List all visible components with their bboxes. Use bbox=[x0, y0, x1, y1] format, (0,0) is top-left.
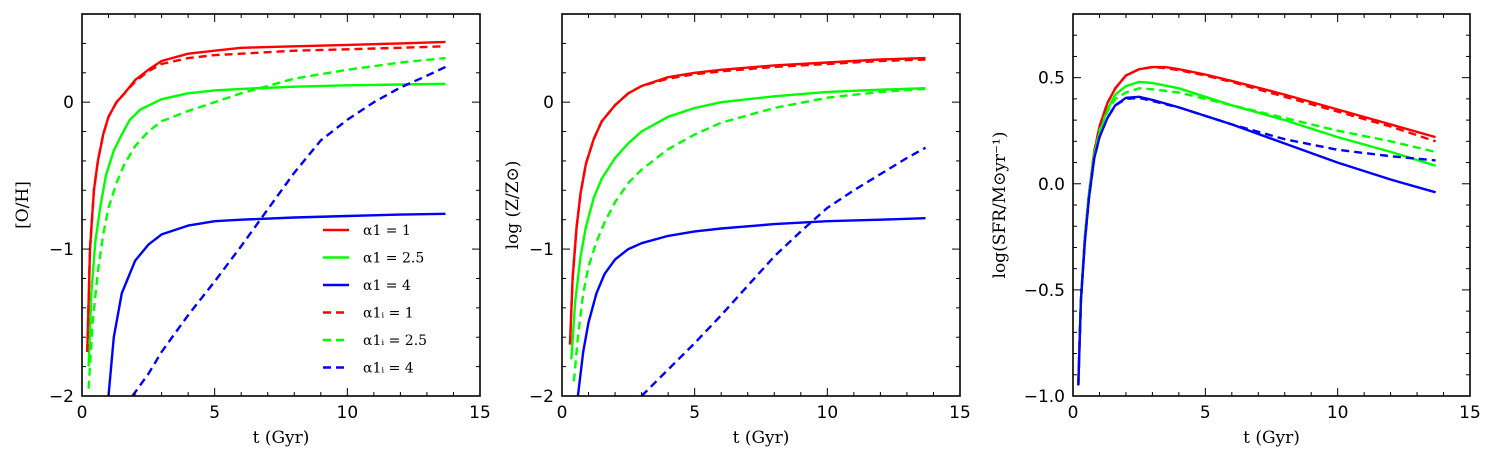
series-line-red-dashed bbox=[86, 45, 446, 352]
legend-label: α1ᵢ = 1 bbox=[363, 306, 414, 322]
x-tick-label: 0 bbox=[77, 403, 88, 423]
legend-label: α1 = 4 bbox=[363, 278, 411, 294]
x-tick-label: 5 bbox=[1200, 403, 1211, 423]
y-axis-label: log (Z/Z⊙) bbox=[503, 161, 523, 250]
x-tick-label: 5 bbox=[689, 403, 700, 423]
x-tick-label: 0 bbox=[557, 403, 568, 423]
y-tick-label: −1.0 bbox=[1024, 387, 1065, 407]
y-tick-label: −0.5 bbox=[1024, 281, 1065, 301]
y-tick-label: 0 bbox=[543, 93, 554, 113]
x-tick-label: 15 bbox=[1459, 403, 1481, 423]
series-line-blue-solid bbox=[576, 217, 926, 396]
series-line-blue-dashed bbox=[1077, 96, 1436, 386]
series-line-blue-dashed bbox=[640, 146, 927, 396]
series-line-green-dashed bbox=[572, 87, 926, 382]
series-line-green-solid bbox=[570, 87, 926, 360]
series-line-green-solid bbox=[87, 82, 446, 367]
panel-1: 0 5 10 15−2−10t (Gyr)[O/H]α1 = 1α1 = 2.5α1 … bbox=[13, 13, 491, 448]
y-tick-label: −1 bbox=[529, 240, 554, 260]
x-tick-label: 10 bbox=[1327, 403, 1349, 423]
x-tick-label: 15 bbox=[949, 403, 971, 423]
x-tick-label: 10 bbox=[337, 403, 359, 423]
series-line-red-dashed bbox=[568, 58, 926, 345]
legend-label: α1ᵢ = 4 bbox=[363, 361, 414, 377]
y-tick-label: 0 bbox=[63, 93, 74, 113]
x-axis-label: t (Gyr) bbox=[1243, 428, 1300, 448]
plot-frame bbox=[81, 13, 481, 397]
legend-label: α1 = 2.5 bbox=[363, 251, 424, 267]
legend-label: α1ᵢ = 2.5 bbox=[363, 333, 427, 349]
y-tick-label: −2 bbox=[49, 387, 74, 407]
y-axis-label: [O/H] bbox=[13, 181, 33, 229]
series-line-green-solid bbox=[1077, 80, 1436, 386]
series-line-red-solid bbox=[568, 56, 926, 345]
panel-2: 0 5 10 15 −2 −1 0 t (Gyr) log (Z/Z⊙) bbox=[503, 13, 971, 448]
series-line-red-dashed bbox=[1077, 65, 1436, 386]
series-line-green-dashed bbox=[87, 56, 446, 389]
x-tick-label: 10 bbox=[817, 403, 839, 423]
series-line-red-solid bbox=[1077, 65, 1436, 386]
x-tick-label: 15 bbox=[469, 403, 491, 423]
series-group bbox=[568, 56, 927, 396]
y-tick-label: −1 bbox=[49, 240, 74, 260]
x-axis-label: t (Gyr) bbox=[253, 428, 310, 448]
x-tick-label: 0 bbox=[1068, 403, 1079, 423]
series-line-blue-solid bbox=[107, 212, 446, 396]
x-axis-label: t (Gyr) bbox=[733, 428, 790, 448]
y-axis-label: log(SFR/M⊙yr⁻¹) bbox=[990, 132, 1010, 279]
series-line-blue-dashed bbox=[131, 65, 447, 396]
panel-3: 0 5 10 15 −1.0 −0.5 0.0 0.5 t (Gyr) log(SFR/M⊙yr⁻… bbox=[990, 13, 1481, 448]
legend: α1 = 1 α1 = 2.5 α1 = 4 α1ᵢ = 1 α1ᵢ = 2.5 α1ᵢ … bbox=[323, 223, 427, 377]
series-group bbox=[1077, 65, 1436, 386]
x-tick-label: 5 bbox=[209, 403, 220, 423]
plot-frame bbox=[561, 13, 961, 397]
y-tick-label: 0.0 bbox=[1038, 175, 1065, 195]
y-tick-label: 0.5 bbox=[1038, 69, 1065, 89]
legend-label: α1 = 1 bbox=[363, 223, 411, 239]
series-group bbox=[86, 40, 447, 396]
y-tick-label: −2 bbox=[529, 387, 554, 407]
